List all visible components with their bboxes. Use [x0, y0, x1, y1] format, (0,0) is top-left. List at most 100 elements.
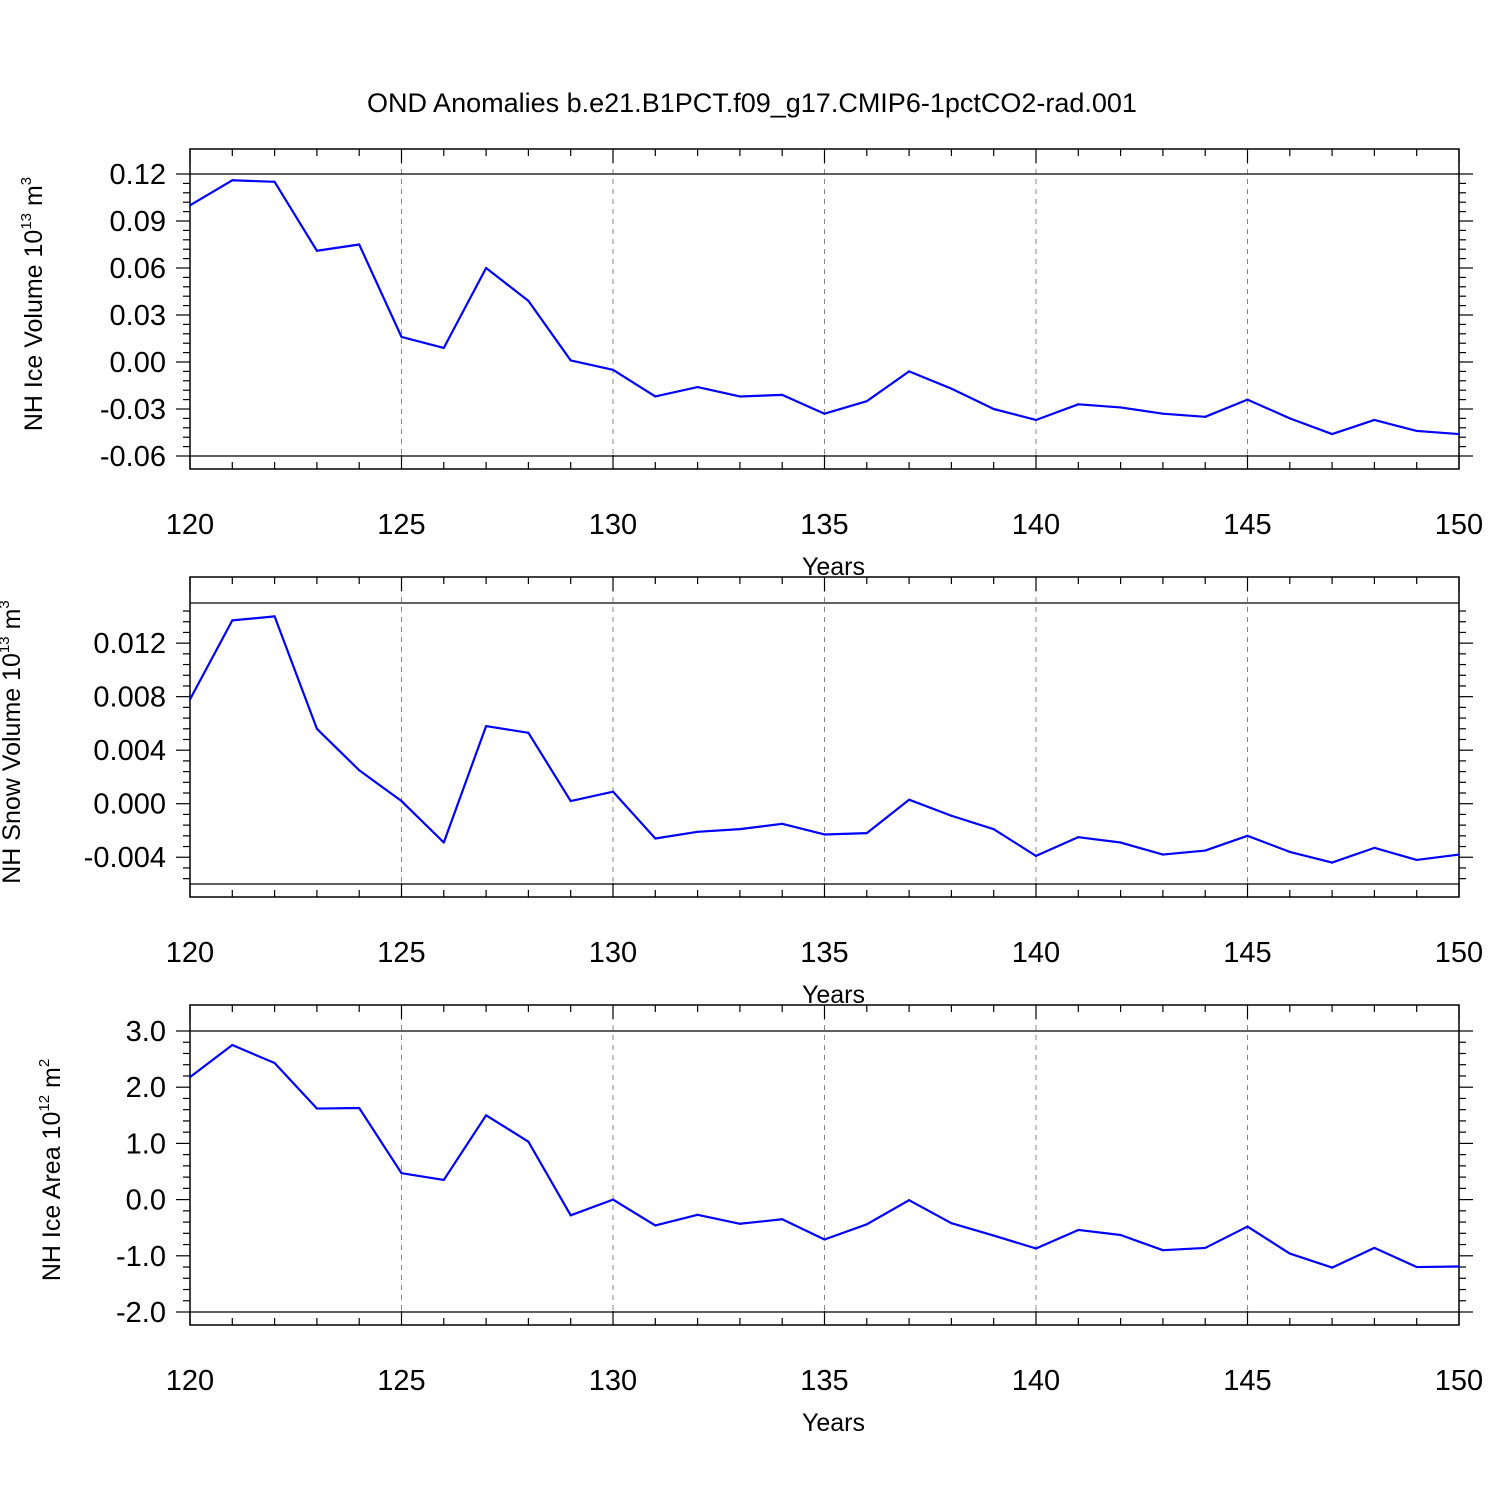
x-tick-label: 140 [1012, 1365, 1060, 1397]
data-point [1415, 429, 1418, 433]
y-tick-label: 0.09 [110, 206, 166, 238]
data-point [865, 1223, 868, 1226]
data-point [1246, 398, 1249, 401]
panel-2: 120 125 130 135 140 145 150 -0.004 0.000 0.004 0.0… [0, 576, 1483, 1009]
data-point [1034, 1247, 1038, 1250]
data-point [273, 180, 276, 183]
y-tick-label: 0.0 [126, 1185, 166, 1217]
data-point [1457, 1265, 1461, 1268]
y-tick-label: -1.0 [116, 1241, 166, 1273]
data-point [908, 1199, 911, 1202]
y-tick-label: 0.004 [93, 735, 166, 767]
data-point [231, 619, 234, 622]
data-point [611, 790, 615, 793]
y-axis-label: NH Snow Volume 1013 m3 [0, 600, 26, 884]
x-tick-label: 135 [800, 937, 848, 969]
data-point [1204, 849, 1207, 852]
panel-3: 120 125 130 135 140 145 150 -2.0 -1.0 0.0 1.0 2.0 3.… [36, 1004, 1483, 1437]
data-point [358, 243, 361, 246]
data-point [1331, 1266, 1334, 1269]
data-point [1119, 841, 1122, 844]
data-point [1415, 1265, 1418, 1269]
data-point [315, 1107, 318, 1110]
data-point [400, 1172, 403, 1175]
x-tick-label: 140 [1012, 937, 1060, 969]
data-point [1415, 858, 1418, 862]
data-point [1034, 418, 1038, 422]
data-point [527, 299, 530, 302]
data-point [1331, 432, 1334, 436]
x-tick-label: 150 [1435, 1365, 1483, 1397]
data-point [569, 799, 572, 803]
y-tick-label: -0.06 [100, 441, 166, 473]
data-point [696, 1213, 699, 1216]
data-point [654, 1224, 657, 1227]
data-point [781, 1218, 784, 1221]
x-tick-label: 135 [800, 1365, 848, 1397]
y-tick-label: 0.00 [110, 347, 166, 379]
data-point [1457, 853, 1461, 856]
y-tick-label: -2.0 [116, 1297, 166, 1329]
x-tick-label: 125 [377, 1365, 425, 1397]
data-point [442, 346, 445, 349]
x-tick-label: 125 [377, 937, 425, 969]
data-point [358, 1106, 361, 1110]
data-point [569, 359, 572, 362]
data-point [188, 1075, 192, 1079]
data-point [1204, 415, 1207, 418]
y-axis-label: NH Ice Area 1012 m2 [36, 1059, 66, 1281]
data-point [315, 727, 318, 730]
data-point [1077, 836, 1080, 839]
data-point [527, 1140, 530, 1143]
data-point [950, 1222, 953, 1225]
data-point [188, 698, 192, 701]
data-point [569, 1214, 572, 1217]
x-tick-label: 130 [589, 937, 637, 969]
data-point [442, 1178, 445, 1182]
data-point [188, 204, 192, 207]
data-point [1373, 846, 1376, 849]
data-point [950, 387, 953, 390]
data-point [1288, 1252, 1291, 1255]
data-point [992, 1234, 995, 1237]
x-tick-label: 145 [1223, 1365, 1271, 1397]
y-tick-label: 0.008 [93, 682, 166, 714]
x-tick-label: 130 [589, 1365, 637, 1397]
x-tick-label: 120 [166, 937, 214, 969]
data-point [865, 832, 868, 835]
data-point [1161, 1249, 1164, 1252]
data-point [1077, 403, 1080, 406]
x-tick-label: 135 [800, 509, 848, 541]
data-point [1373, 1246, 1376, 1250]
y-tick-label: 2.0 [126, 1072, 166, 1104]
data-point [1119, 1233, 1122, 1237]
data-point [738, 828, 742, 831]
panel-1: 120 125 130 135 140 145 150 -0.06 -0.03 0.00 0.03 0… [18, 148, 1483, 581]
x-tick-label: 150 [1435, 937, 1483, 969]
x-tick-label: 145 [1223, 509, 1271, 541]
data-point [485, 1114, 488, 1117]
data-point [738, 395, 742, 398]
x-tick-label: 140 [1012, 509, 1060, 541]
data-point [696, 830, 699, 833]
data-point [823, 412, 826, 415]
y-tick-label: -0.004 [84, 842, 166, 874]
data-point [823, 1238, 826, 1241]
x-tick-label: 125 [377, 509, 425, 541]
data-point [738, 1222, 742, 1225]
x-tick-label: 130 [589, 509, 637, 541]
y-tick-label: 0.12 [110, 159, 166, 191]
data-point [527, 731, 530, 734]
data-point [485, 725, 488, 728]
data-point [1204, 1246, 1207, 1250]
data-point [865, 400, 868, 403]
data-point [1246, 1225, 1249, 1228]
chart-title: OND Anomalies b.e21.B1PCT.f09_g17.CMIP6-… [367, 88, 1137, 118]
data-point [1288, 850, 1291, 853]
data-point [400, 335, 403, 339]
data-point [654, 395, 657, 398]
data-point [611, 368, 615, 371]
y-tick-label: 3.0 [126, 1016, 166, 1048]
data-point [1373, 418, 1376, 422]
data-point [1034, 854, 1038, 858]
